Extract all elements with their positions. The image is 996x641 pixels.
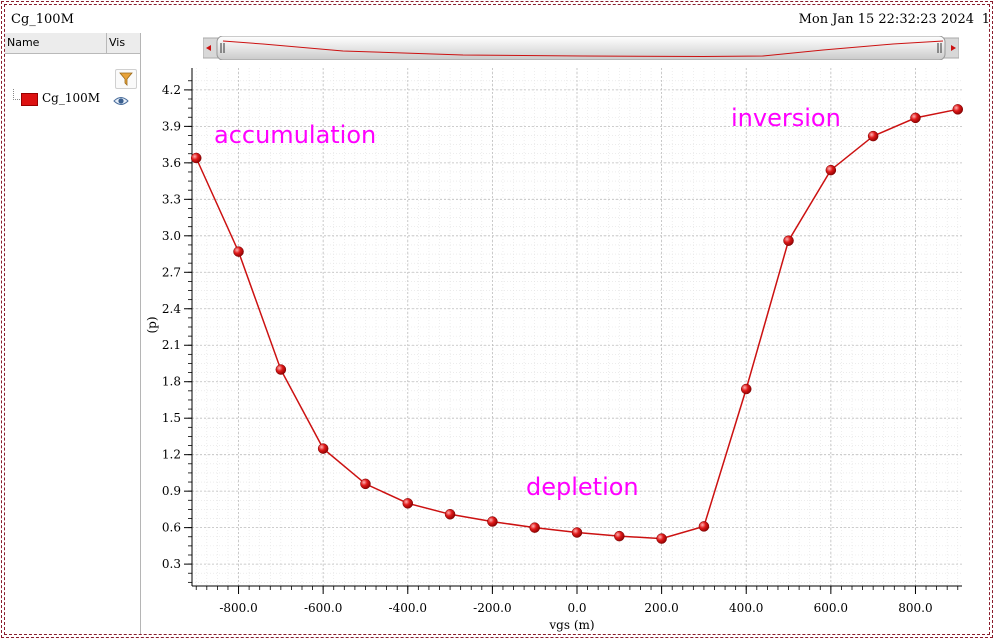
annotation-label: depletion bbox=[526, 473, 639, 501]
y-tick-label: 0.9 bbox=[162, 484, 181, 498]
y-tick-label: 3.6 bbox=[162, 156, 181, 170]
data-point bbox=[317, 443, 329, 454]
x-tick-label: 400.0 bbox=[729, 601, 763, 615]
title-bar: Cg_100M Mon Jan 15 22:32:23 2024 1 bbox=[5, 8, 990, 32]
data-point bbox=[190, 152, 202, 164]
visibility-eye-icon[interactable] bbox=[113, 92, 129, 111]
axes: -800.0 -600.0 -400.0 -200.0 0.0 200.0 400.0 600… bbox=[145, 68, 962, 632]
tree-connector bbox=[13, 89, 22, 100]
y-tick-label: 0.3 bbox=[162, 557, 181, 571]
y-tick-label: 3.3 bbox=[162, 192, 181, 206]
data-point bbox=[360, 478, 371, 490]
data-point bbox=[952, 104, 964, 115]
y-tick-label: 4.2 bbox=[162, 83, 181, 97]
y-tick-label: 2.1 bbox=[162, 338, 181, 352]
annotation-label: inversion bbox=[731, 104, 841, 132]
x-tick-label: 200.0 bbox=[644, 601, 678, 615]
data-point bbox=[571, 527, 583, 538]
x-tick-label: 600.0 bbox=[814, 601, 848, 615]
data-point bbox=[402, 498, 414, 509]
y-axis-label: (p) bbox=[145, 316, 159, 333]
filter-icon bbox=[119, 72, 133, 86]
x-tick-label: -800.0 bbox=[219, 601, 257, 615]
grid bbox=[192, 68, 962, 586]
data-point bbox=[783, 235, 794, 246]
series-cg-100m bbox=[190, 104, 964, 544]
series-color-swatch bbox=[21, 93, 38, 106]
y-tick-label: 3.9 bbox=[162, 119, 181, 133]
data-point bbox=[275, 364, 287, 375]
annotation-label: accumulation bbox=[214, 121, 376, 149]
legend-panel: Name Vis Cg_100M bbox=[5, 33, 141, 634]
data-point bbox=[910, 112, 921, 124]
y-tick-label: 2.4 bbox=[162, 302, 181, 316]
legend-item-cg-100m[interactable]: Cg_100M bbox=[42, 91, 101, 105]
data-point bbox=[444, 509, 456, 520]
x-tick-label: -400.0 bbox=[389, 601, 427, 615]
column-header-name[interactable]: Name bbox=[7, 36, 40, 49]
y-tick-label: 0.6 bbox=[162, 521, 181, 535]
y-tick-label: 3.0 bbox=[162, 229, 181, 243]
column-separator[interactable] bbox=[106, 33, 107, 53]
data-point bbox=[825, 164, 837, 176]
window-extra: 1 bbox=[981, 12, 990, 27]
x-tick-label: 0.0 bbox=[567, 601, 586, 615]
x-axis-label: vgs (m) bbox=[548, 618, 594, 632]
column-header-vis[interactable]: Vis bbox=[109, 36, 126, 49]
data-point bbox=[614, 530, 625, 542]
data-point bbox=[656, 533, 667, 544]
x-tick-label: 800.0 bbox=[898, 601, 932, 615]
y-tick-label: 1.5 bbox=[162, 411, 181, 425]
data-point bbox=[487, 516, 498, 527]
y-tick-label: 2.7 bbox=[162, 265, 181, 279]
filter-button[interactable] bbox=[115, 69, 137, 89]
data-point bbox=[698, 521, 710, 532]
overview-scrollbar[interactable] bbox=[202, 35, 960, 61]
data-point bbox=[529, 522, 540, 533]
data-point bbox=[740, 383, 752, 395]
scroll-left-arrow-icon[interactable] bbox=[206, 45, 211, 51]
annotations: accumulation depletion inversion bbox=[214, 104, 841, 501]
y-tick-label: 1.2 bbox=[162, 448, 181, 462]
y-tick-label: 1.8 bbox=[162, 375, 181, 389]
data-point bbox=[867, 130, 879, 142]
legend-header: Name Vis bbox=[5, 33, 140, 54]
window-title: Cg_100M bbox=[11, 12, 74, 27]
inner-frame bbox=[4, 4, 990, 635]
data-point bbox=[233, 246, 244, 257]
x-tick-label: -600.0 bbox=[304, 601, 342, 615]
scroll-right-arrow-icon[interactable] bbox=[951, 45, 956, 51]
x-tick-label: -200.0 bbox=[473, 601, 511, 615]
timestamp: Mon Jan 15 22:32:23 2024 bbox=[798, 12, 974, 27]
